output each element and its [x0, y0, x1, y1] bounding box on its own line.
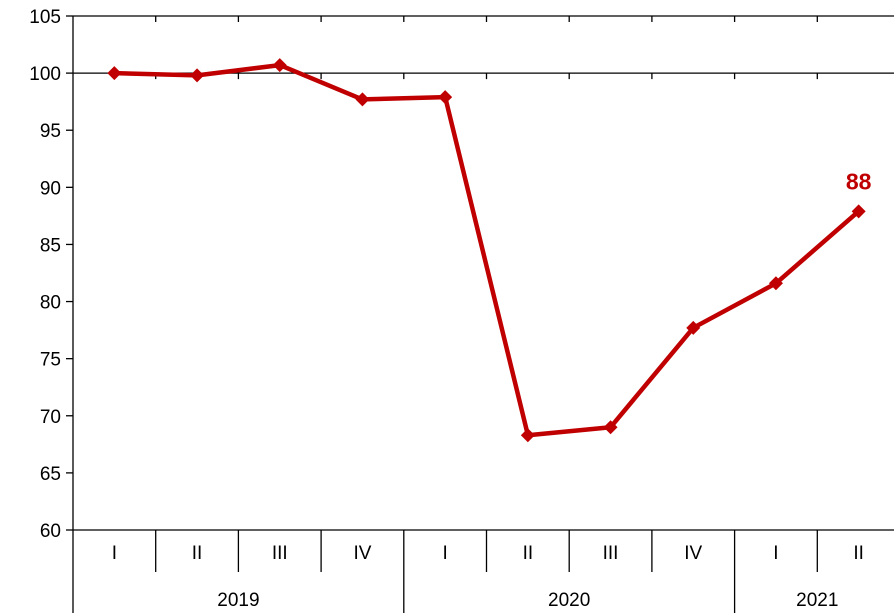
data-point-marker — [768, 276, 783, 291]
y-tick-label: 105 — [29, 7, 61, 28]
x-tick-label: III — [603, 543, 619, 564]
data-point-marker — [686, 320, 701, 335]
group-label: 2019 — [217, 590, 259, 611]
x-tick-label: II — [192, 543, 203, 564]
data-point-marker — [272, 58, 287, 73]
y-tick-label: 65 — [40, 464, 61, 485]
x-tick-label: II — [523, 543, 534, 564]
group-label: 2020 — [548, 590, 590, 611]
y-tick-label: 90 — [40, 178, 61, 199]
series-group — [107, 58, 866, 443]
y-tick-label: 95 — [40, 121, 61, 142]
data-point-marker — [438, 90, 453, 105]
y-axis: 60 65 70 75 80 85 90 95 100 105 — [29, 7, 894, 613]
x-tick-label: I — [112, 543, 117, 564]
data-point-marker — [520, 428, 535, 443]
y-tick-label: 85 — [40, 235, 61, 256]
series-line — [114, 62, 861, 438]
data-point-marker — [190, 68, 205, 83]
data-point-marker — [603, 420, 618, 435]
y-tick-label: 70 — [40, 407, 61, 428]
data-point-marker — [851, 204, 866, 219]
data-point-marker — [107, 66, 122, 81]
x-tick-label: I — [443, 543, 448, 564]
group-label: 2021 — [796, 590, 838, 611]
x-tick-label: I — [773, 543, 778, 564]
y-tick-label: 100 — [29, 64, 61, 85]
x-tick-label: IV — [684, 543, 702, 564]
x-tick-label: II — [853, 543, 864, 564]
annotation-group: 88 — [846, 168, 872, 194]
y-tick-label: 60 — [40, 521, 61, 542]
y-tick-label: 80 — [40, 293, 61, 314]
data-point-marker — [355, 92, 370, 107]
y-tick-label: 75 — [40, 350, 61, 371]
data-label: 88 — [846, 168, 872, 194]
x-tick-label: III — [272, 543, 288, 564]
x-tick-label: IV — [353, 543, 371, 564]
